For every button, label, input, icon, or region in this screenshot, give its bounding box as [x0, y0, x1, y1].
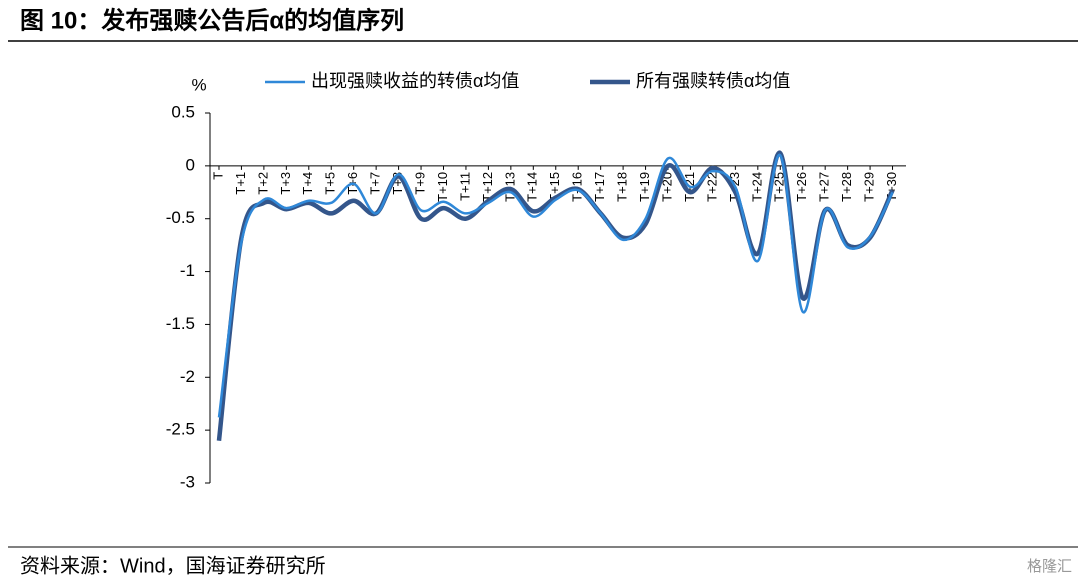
- chart-title: 图 10：发布强赎公告后α的均值序列: [20, 6, 404, 34]
- y-tick-label: 0.5: [171, 102, 195, 121]
- x-tick-label: T+24: [749, 172, 764, 202]
- y-tick-label: -3: [180, 472, 195, 491]
- x-tick-label: T+11: [457, 172, 472, 201]
- x-tick-label: T+4: [300, 172, 315, 195]
- y-tick-label: -0.5: [166, 208, 195, 227]
- y-tick-label: -1: [180, 261, 195, 280]
- series-line: [216, 150, 895, 441]
- x-tick-label: T+7: [368, 172, 383, 195]
- x-tick-label: T+2: [255, 172, 270, 195]
- y-tick-label: -2.5: [166, 420, 195, 439]
- x-tick-label: T+19: [637, 172, 652, 202]
- x-tick-label: T+9: [412, 172, 427, 195]
- x-tick-label: T+12: [480, 172, 495, 202]
- y-tick-label: -2: [180, 367, 195, 386]
- y-tick-label: -1.5: [166, 314, 195, 333]
- x-tick-label: T+18: [615, 172, 630, 202]
- x-tick-label: T+30: [884, 172, 899, 202]
- x-tick-label: T+22: [704, 172, 719, 202]
- x-tick-label: T+3: [278, 172, 293, 195]
- x-tick-label: T+28: [839, 172, 854, 202]
- x-tick-label: T+14: [525, 172, 540, 202]
- x-tick-label: T+26: [794, 172, 809, 202]
- source: 资料来源：Wind，国海证券研究所: [20, 554, 326, 577]
- x-tick-label: T+5: [323, 172, 338, 195]
- y-tick-label: 0: [186, 155, 195, 174]
- x-tick-label: T+25: [772, 172, 787, 202]
- watermark: 格隆汇: [1027, 558, 1072, 575]
- x-tick-label: T: [210, 172, 225, 180]
- x-tick-label: T+27: [817, 172, 832, 202]
- x-tick-label: T+1: [233, 172, 248, 195]
- x-tick-label: T+29: [862, 172, 877, 202]
- legend-label: 出现强赎收益的转债α均值: [311, 71, 519, 91]
- x-tick-label: T+10: [435, 172, 450, 202]
- x-tick-label: T+17: [592, 172, 607, 202]
- y-unit: %: [191, 75, 206, 94]
- series-line: [217, 154, 894, 418]
- legend-label: 所有强赎转债α均值: [636, 71, 790, 91]
